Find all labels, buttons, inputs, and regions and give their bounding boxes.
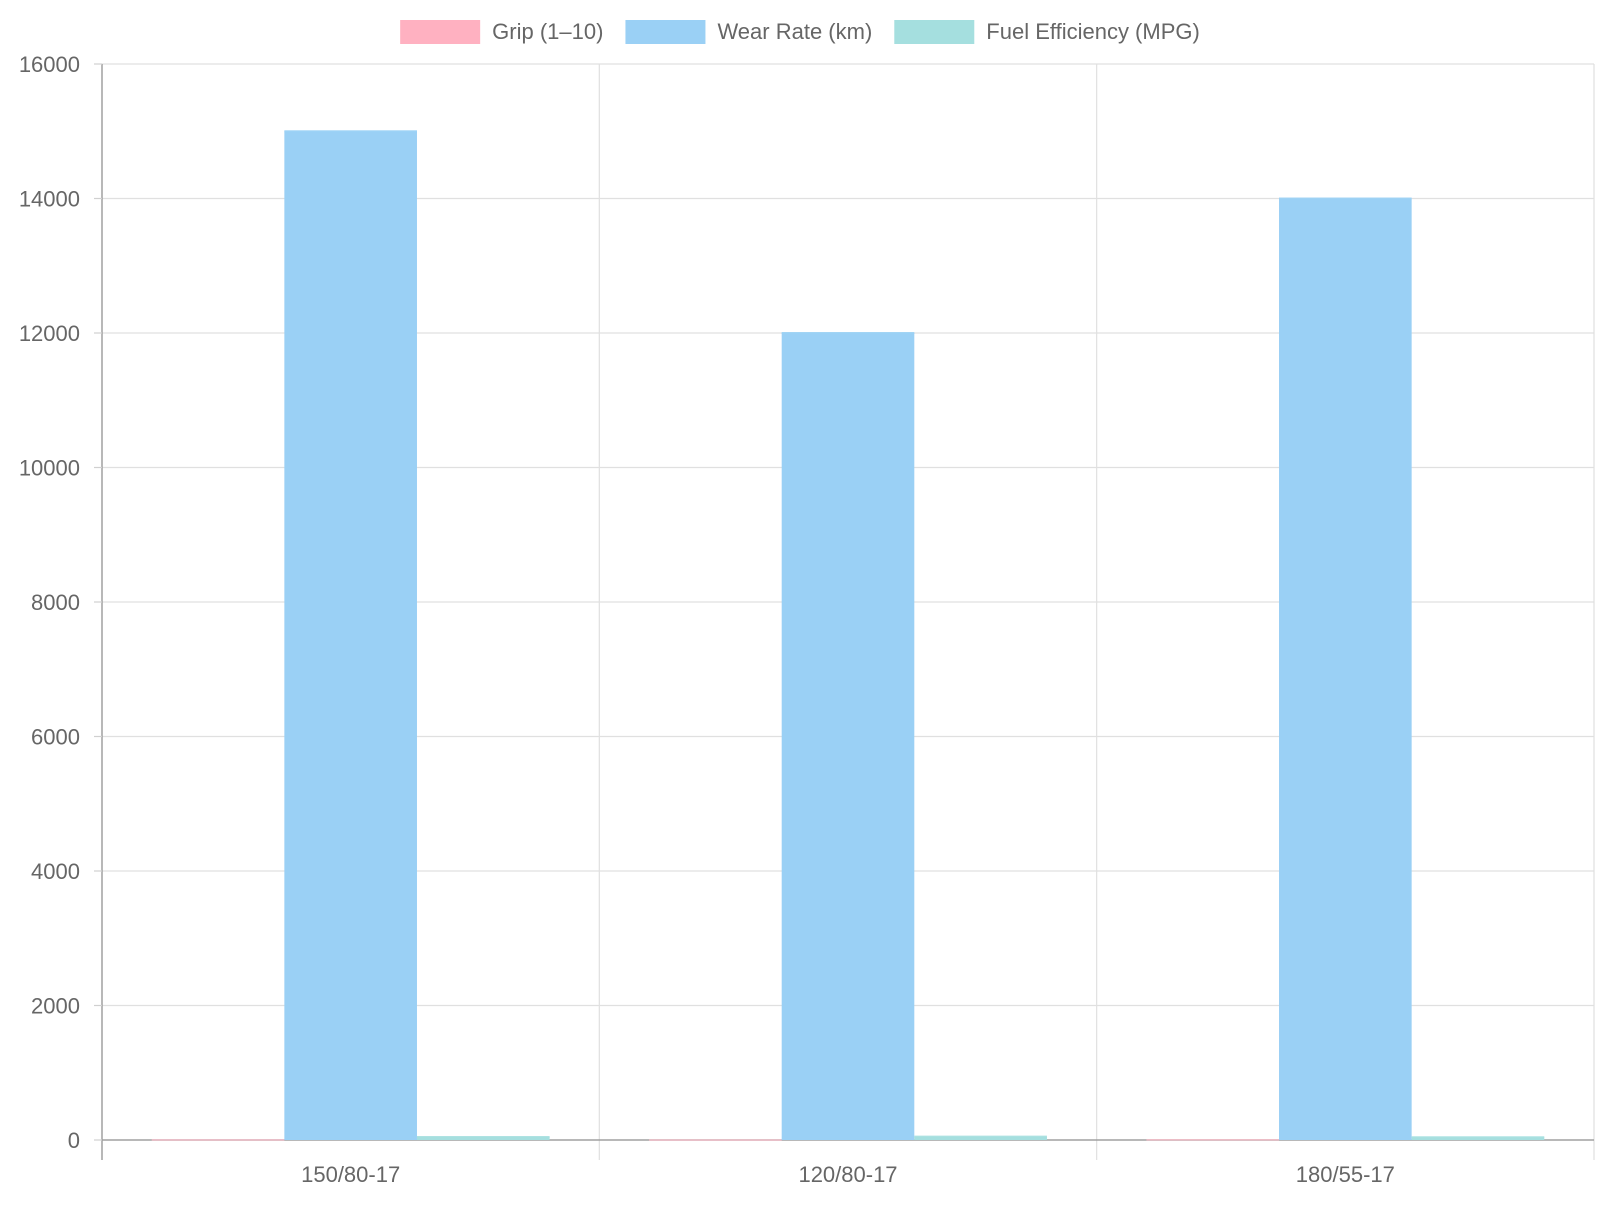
legend-label: Wear Rate (km) xyxy=(717,19,872,44)
x-axis-ticks: 150/80-17 120/80-17 180/55-17 xyxy=(301,1162,1395,1187)
bar[interactable] xyxy=(1279,198,1412,1141)
x-tick-label: 180/55-17 xyxy=(1296,1162,1395,1187)
y-tick-label: 2000 xyxy=(31,994,80,1019)
bars xyxy=(151,130,1545,1141)
legend-item[interactable]: Grip (1–10) xyxy=(400,19,603,44)
bar[interactable] xyxy=(151,1139,285,1141)
bar[interactable] xyxy=(649,1139,782,1141)
y-tick-label: 16000 xyxy=(19,52,80,77)
y-tick-label: 8000 xyxy=(31,590,80,615)
y-tick-label: 0 xyxy=(68,1128,80,1153)
legend-label: Grip (1–10) xyxy=(492,19,603,44)
y-tick-label: 12000 xyxy=(19,321,80,346)
y-tick-label: 4000 xyxy=(31,859,80,884)
legend-swatch xyxy=(894,20,975,44)
bar[interactable] xyxy=(1146,1139,1280,1141)
legend-swatch xyxy=(625,20,706,44)
bar[interactable] xyxy=(416,1136,550,1140)
bar[interactable] xyxy=(284,131,417,1140)
y-tick-label: 14000 xyxy=(19,187,80,212)
bar[interactable] xyxy=(781,333,915,1140)
bar[interactable] xyxy=(1411,1137,1545,1140)
legend-label: Fuel Efficiency (MPG) xyxy=(986,19,1200,44)
legend[interactable]: Grip (1–10) Wear Rate (km) Fuel Efficiency… xyxy=(400,19,1200,44)
y-axis-ticks: 0 2000 4000 6000 8000 10000 12000 14000 16000 xyxy=(19,52,102,1153)
legend-swatch xyxy=(400,20,481,44)
y-tick-label: 10000 xyxy=(19,456,80,481)
legend-item[interactable]: Fuel Efficiency (MPG) xyxy=(894,19,1200,44)
y-tick-label: 6000 xyxy=(31,725,80,750)
legend-item[interactable]: Wear Rate (km) xyxy=(625,19,872,44)
x-tick-label: 150/80-17 xyxy=(301,1162,400,1187)
x-tick-label: 120/80-17 xyxy=(798,1162,897,1187)
bar[interactable] xyxy=(914,1136,1047,1140)
